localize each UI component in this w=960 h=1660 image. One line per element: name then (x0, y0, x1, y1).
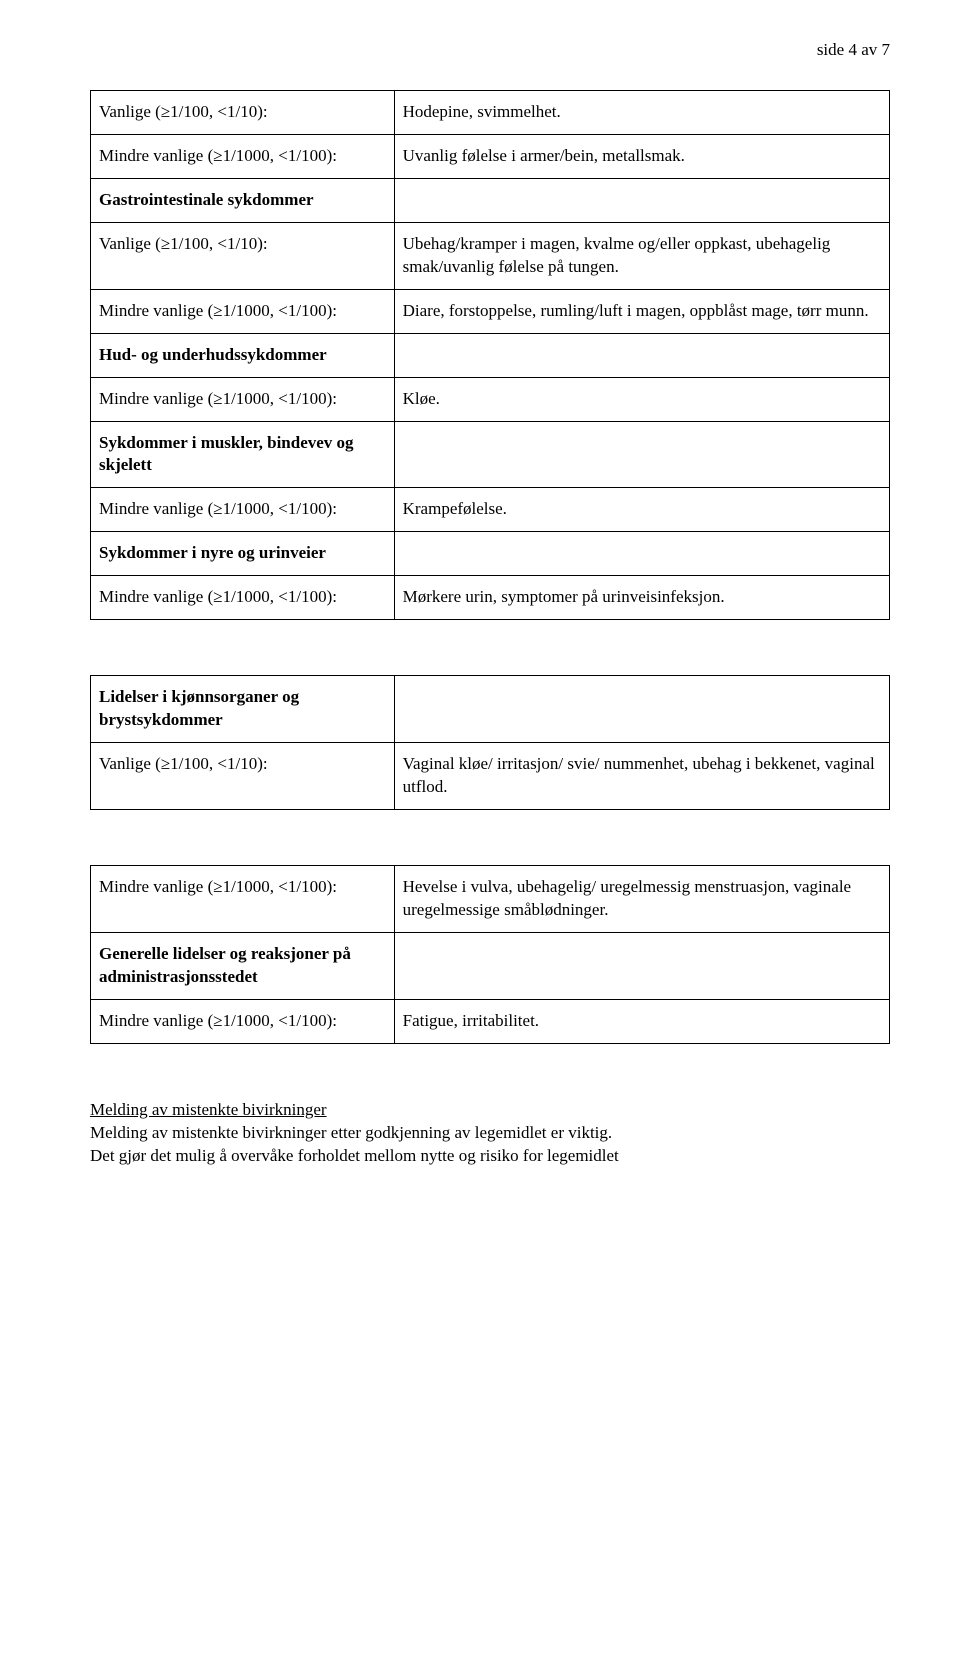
table-row: Vanlige (≥1/100, <1/10):Vaginal kløe/ ir… (91, 743, 890, 810)
row-description: Hodepine, svimmelhet. (394, 91, 889, 135)
row-description: Kløe. (394, 377, 889, 421)
row-label: Vanlige (≥1/100, <1/10): (91, 91, 395, 135)
table-row: Hud- og underhudssykdommer (91, 333, 890, 377)
row-label: Mindre vanlige (≥1/1000, <1/100): (91, 999, 395, 1043)
side-effects-table-3: Mindre vanlige (≥1/1000, <1/100):Hevelse… (90, 865, 890, 1044)
row-description: Hevelse i vulva, ubehagelig/ uregelmessi… (394, 865, 889, 932)
table-row: Vanlige (≥1/100, <1/10):Ubehag/kramper i… (91, 222, 890, 289)
row-description: Mørkere urin, symptomer på urinveisinfek… (394, 576, 889, 620)
table-row: Mindre vanlige (≥1/1000, <1/100):Hevelse… (91, 865, 890, 932)
side-effects-table-2: Lidelser i kjønnsorganer og brystsykdomm… (90, 675, 890, 810)
row-description (394, 333, 889, 377)
row-description: Krampefølelse. (394, 488, 889, 532)
page-number: side 4 av 7 (90, 40, 890, 60)
row-description: Diare, forstoppelse, rumling/luft i mage… (394, 289, 889, 333)
table-row: Gastrointestinale sykdommer (91, 178, 890, 222)
row-label: Sykdommer i muskler, bindevev og skjelet… (91, 421, 395, 488)
table-row: Sykdommer i muskler, bindevev og skjelet… (91, 421, 890, 488)
footer-heading: Melding av mistenkte bivirkninger (90, 1100, 327, 1119)
row-description (394, 421, 889, 488)
row-label: Mindre vanlige (≥1/1000, <1/100): (91, 865, 395, 932)
table-row: Mindre vanlige (≥1/1000, <1/100):Kløe. (91, 377, 890, 421)
side-effects-table-1: Vanlige (≥1/100, <1/10):Hodepine, svimme… (90, 90, 890, 620)
footer-line-2: Det gjør det mulig å overvåke forholdet … (90, 1146, 619, 1165)
row-label: Hud- og underhudssykdommer (91, 333, 395, 377)
row-label: Generelle lidelser og reaksjoner på admi… (91, 932, 395, 999)
row-label: Mindre vanlige (≥1/1000, <1/100): (91, 134, 395, 178)
row-description: Vaginal kløe/ irritasjon/ svie/ nummenhe… (394, 743, 889, 810)
footer-paragraph: Melding av mistenkte bivirkninger Meldin… (90, 1099, 890, 1168)
row-description: Ubehag/kramper i magen, kvalme og/eller … (394, 222, 889, 289)
table-row: Sykdommer i nyre og urinveier (91, 532, 890, 576)
table-row: Mindre vanlige (≥1/1000, <1/100):Mørkere… (91, 576, 890, 620)
footer-line-1: Melding av mistenkte bivirkninger etter … (90, 1123, 612, 1142)
row-label: Mindre vanlige (≥1/1000, <1/100): (91, 377, 395, 421)
row-label: Mindre vanlige (≥1/1000, <1/100): (91, 289, 395, 333)
table-row: Mindre vanlige (≥1/1000, <1/100):Krampef… (91, 488, 890, 532)
row-label: Mindre vanlige (≥1/1000, <1/100): (91, 488, 395, 532)
row-label: Vanlige (≥1/100, <1/10): (91, 743, 395, 810)
row-description: Uvanlig følelse i armer/bein, metallsmak… (394, 134, 889, 178)
row-description (394, 676, 889, 743)
row-description: Fatigue, irritabilitet. (394, 999, 889, 1043)
row-description (394, 932, 889, 999)
table-row: Mindre vanlige (≥1/1000, <1/100):Diare, … (91, 289, 890, 333)
table-row: Mindre vanlige (≥1/1000, <1/100):Uvanlig… (91, 134, 890, 178)
row-label: Sykdommer i nyre og urinveier (91, 532, 395, 576)
table-row: Lidelser i kjønnsorganer og brystsykdomm… (91, 676, 890, 743)
row-description (394, 532, 889, 576)
row-label: Gastrointestinale sykdommer (91, 178, 395, 222)
table-row: Vanlige (≥1/100, <1/10):Hodepine, svimme… (91, 91, 890, 135)
row-description (394, 178, 889, 222)
table-row: Generelle lidelser og reaksjoner på admi… (91, 932, 890, 999)
row-label: Lidelser i kjønnsorganer og brystsykdomm… (91, 676, 395, 743)
table-row: Mindre vanlige (≥1/1000, <1/100):Fatigue… (91, 999, 890, 1043)
row-label: Vanlige (≥1/100, <1/10): (91, 222, 395, 289)
row-label: Mindre vanlige (≥1/1000, <1/100): (91, 576, 395, 620)
